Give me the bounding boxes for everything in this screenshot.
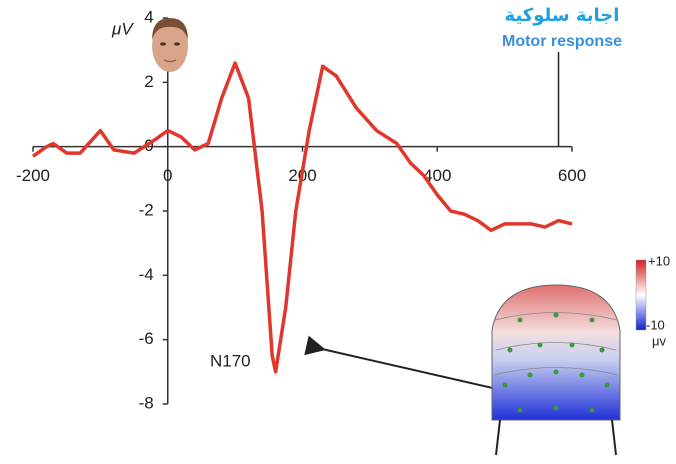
face-photo — [152, 18, 188, 72]
colorbar-max: +10 — [648, 253, 670, 268]
erp-line — [33, 63, 572, 372]
y-tick-label: -6 — [139, 329, 154, 348]
y-tick-label: 4 — [144, 7, 153, 26]
colorbar-unit: μv — [652, 333, 666, 348]
scalp-map — [492, 285, 620, 455]
response-label: Motor response — [502, 33, 622, 50]
y-tick-label: -2 — [139, 200, 154, 219]
arrow — [322, 349, 510, 392]
colorbar — [636, 260, 646, 330]
colorbar-min: -10 — [646, 317, 665, 332]
y-tick-label: 2 — [144, 72, 153, 91]
y-tick-label: -4 — [139, 265, 154, 284]
peak-label: N170 — [210, 351, 251, 370]
y-tick-label: -8 — [139, 393, 154, 412]
chart: -8-6-4-2024-2000200400600 μV N170 اجابة … — [0, 0, 676, 464]
x-tick-label: 600 — [558, 166, 586, 185]
response-label-arabic: اجابة سلوكية — [505, 5, 620, 26]
y-axis-label: μV — [111, 19, 134, 38]
x-tick-label: -200 — [16, 166, 50, 185]
x-tick-label: 0 — [163, 166, 172, 185]
